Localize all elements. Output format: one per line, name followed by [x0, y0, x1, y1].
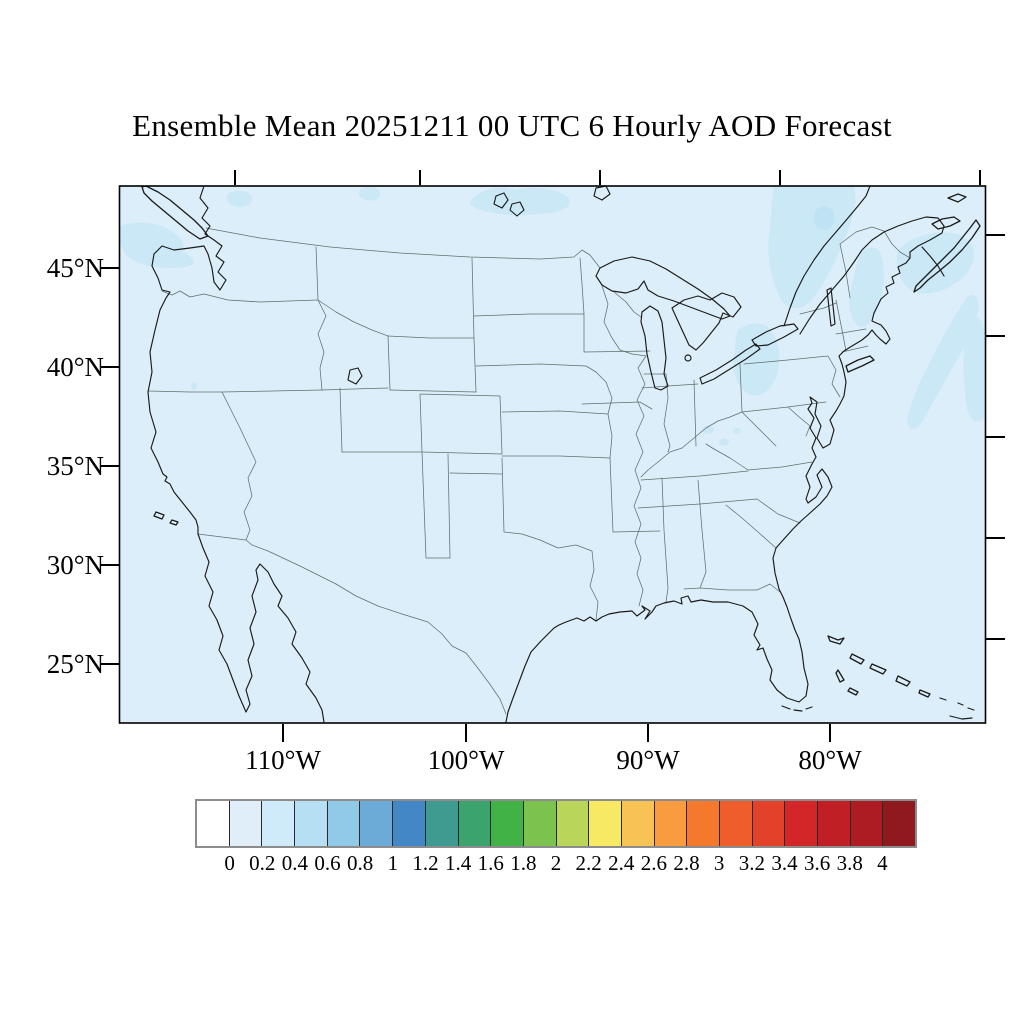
colorbar-cell — [752, 801, 786, 846]
colorbar-tick-label: 1 — [387, 851, 399, 875]
colorbar-cell — [425, 801, 459, 846]
colorbar-tick-label: 2 — [550, 851, 562, 875]
colorbar-tick-label: 2.6 — [640, 851, 668, 875]
colorbar-cell — [785, 801, 819, 846]
colorbar-cell — [197, 801, 230, 846]
colorbar-cell — [523, 801, 557, 846]
colorbar-tick-label: 0.8 — [347, 851, 374, 875]
plot-title: Ensemble Mean 20251211 00 UTC 6 Hourly A… — [132, 108, 892, 143]
coastlines — [141, 186, 981, 723]
map-ocean-land-base — [119, 186, 986, 723]
colorbar-cell — [720, 801, 753, 846]
colorbar-cell — [393, 801, 426, 846]
colorbar-cell — [360, 801, 394, 846]
colorbar-tick-label: 1.2 — [412, 851, 439, 875]
islands — [153, 511, 975, 720]
lat-tick-label: 35°N — [46, 451, 104, 481]
colorbar-cell — [621, 801, 655, 846]
colorbar-tick-label: 1.8 — [510, 851, 537, 875]
colorbar-tick-label: 1.6 — [477, 851, 504, 875]
colorbar-tick-label: 3 — [713, 851, 725, 875]
colorbar-tick-label: 0.6 — [314, 851, 341, 875]
colorbar-cell — [654, 801, 688, 846]
map-frame — [118, 185, 987, 724]
colorbar-cell — [458, 801, 492, 846]
lat-tick-label: 25°N — [46, 649, 104, 679]
colorbar-cell — [229, 801, 263, 846]
lon-tick-label: 110°W — [245, 745, 321, 775]
lon-tick-label: 80°W — [798, 745, 862, 775]
colorbar-tick-label: 0.4 — [281, 851, 309, 875]
colorbar-cell — [883, 801, 916, 846]
colorbar-tick-label: 0 — [224, 851, 235, 875]
lakes — [347, 186, 836, 391]
colorbar-cell — [262, 801, 296, 846]
colorbar-tick-label: 0.2 — [249, 851, 276, 875]
axis-ticks — [100, 170, 1005, 742]
lat-tick-label: 30°N — [46, 550, 104, 580]
colorbar-tick-label: 1.4 — [444, 851, 472, 875]
colorbar-tick-label: 3.8 — [836, 851, 863, 875]
state-borders — [147, 226, 911, 715]
lat-tick-label: 45°N — [46, 253, 104, 283]
colorbar-cell — [589, 801, 622, 846]
colorbar-tick-label: 3.2 — [738, 851, 765, 875]
colorbar-cell — [818, 801, 851, 846]
colorbar-cell — [327, 801, 361, 846]
lon-tick-label: 90°W — [616, 745, 680, 775]
colorbar-tick-label: 2.8 — [673, 851, 700, 875]
colorbar-cell — [491, 801, 524, 846]
colorbar-tick-label: 2.4 — [608, 851, 635, 875]
colorbar-cell — [295, 801, 328, 846]
lat-tick-label: 40°N — [46, 352, 104, 382]
colorbar-cell — [687, 801, 720, 846]
aod-colorbar — [195, 799, 917, 848]
colorbar-tick-label: 3.4 — [771, 851, 798, 875]
colorbar-tick-label: 2.2 — [575, 851, 602, 875]
aod-colorbar-labels: 0 0.2 0.4 0.6 0.8 1 1.2 1.4 1.6 1.8 2 2.2 2.4 2.6 2.8 3… — [197, 851, 915, 877]
colorbar-cell — [556, 801, 590, 846]
lon-tick-label: 100°W — [427, 745, 505, 775]
colorbar-tick-label: 3.6 — [803, 851, 831, 875]
colorbar-cell — [850, 801, 884, 846]
colorbar-tick-label: 4 — [877, 851, 888, 875]
